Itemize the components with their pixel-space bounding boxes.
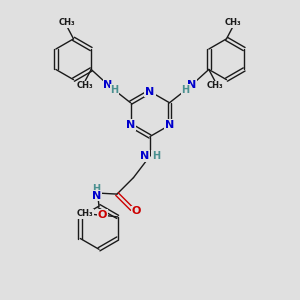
Text: H: H	[181, 85, 189, 95]
Text: H: H	[111, 85, 119, 95]
Text: N: N	[146, 86, 154, 97]
Text: H: H	[92, 184, 100, 194]
Text: O: O	[132, 206, 141, 217]
Text: N: N	[188, 80, 196, 90]
Text: H: H	[152, 151, 160, 161]
Text: CH₃: CH₃	[76, 81, 93, 90]
Text: N: N	[140, 151, 149, 161]
Text: CH₃: CH₃	[207, 81, 224, 90]
Text: N: N	[126, 120, 135, 130]
Text: N: N	[103, 80, 112, 90]
Text: CH₃: CH₃	[225, 18, 242, 27]
Text: O: O	[98, 210, 107, 220]
Text: N: N	[165, 120, 174, 130]
Text: CH₃: CH₃	[77, 209, 94, 218]
Text: N: N	[92, 190, 101, 201]
Text: CH₃: CH₃	[58, 18, 75, 27]
